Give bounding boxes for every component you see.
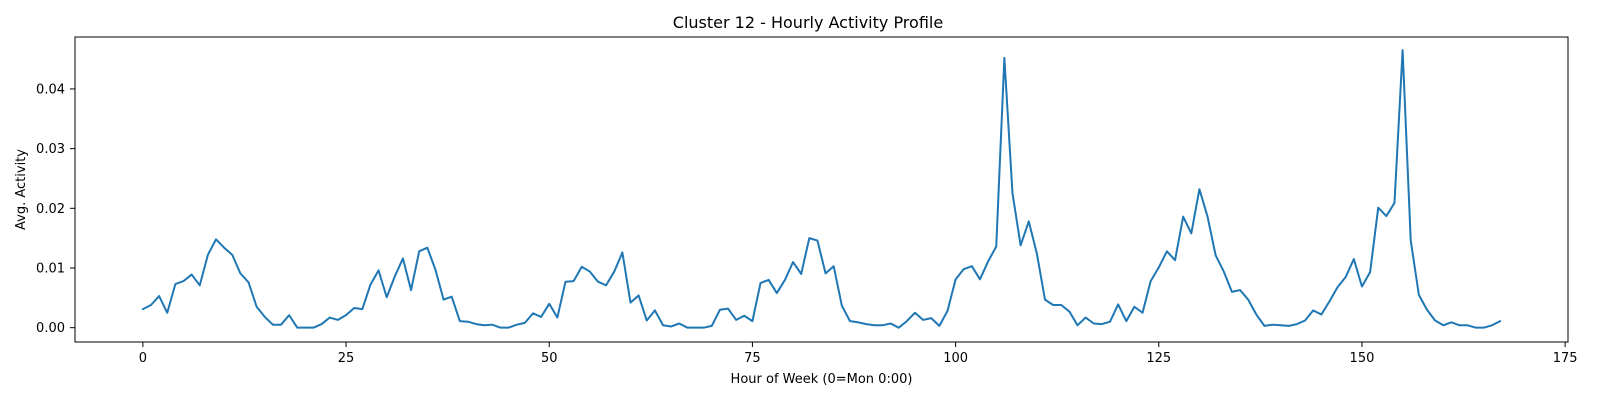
series-line — [141, 49, 1502, 329]
x-tick-label: 75 — [744, 351, 761, 366]
y-tick-label: 0.03 — [36, 142, 65, 157]
plot-area — [75, 37, 1568, 342]
y-tick-label: 0.02 — [36, 202, 65, 217]
x-axis-ticks: 0 25 50 75 100 125 150 175 — [139, 342, 1578, 366]
x-tick-label: 100 — [943, 351, 968, 366]
plot-frame — [74, 36, 1569, 343]
x-tick-label: 0 — [139, 351, 147, 366]
y-axis-ticks: 0.00 0.01 0.02 0.03 0.04 — [36, 82, 75, 336]
y-tick-label: 0.01 — [36, 261, 65, 276]
y-axis-label: Avg. Activity — [14, 149, 29, 230]
chart-title: Cluster 12 - Hourly Activity Profile — [673, 13, 943, 32]
x-tick-label: 50 — [541, 351, 558, 366]
y-tick-label: 0.04 — [36, 82, 65, 97]
x-axis-label: Hour of Week (0=Mon 0:00) — [731, 372, 913, 387]
y-tick-label: 0.00 — [36, 321, 65, 336]
x-tick-label: 25 — [338, 351, 355, 366]
x-tick-label: 125 — [1146, 351, 1171, 366]
x-tick-label: 150 — [1350, 351, 1375, 366]
x-tick-label: 175 — [1553, 351, 1578, 366]
